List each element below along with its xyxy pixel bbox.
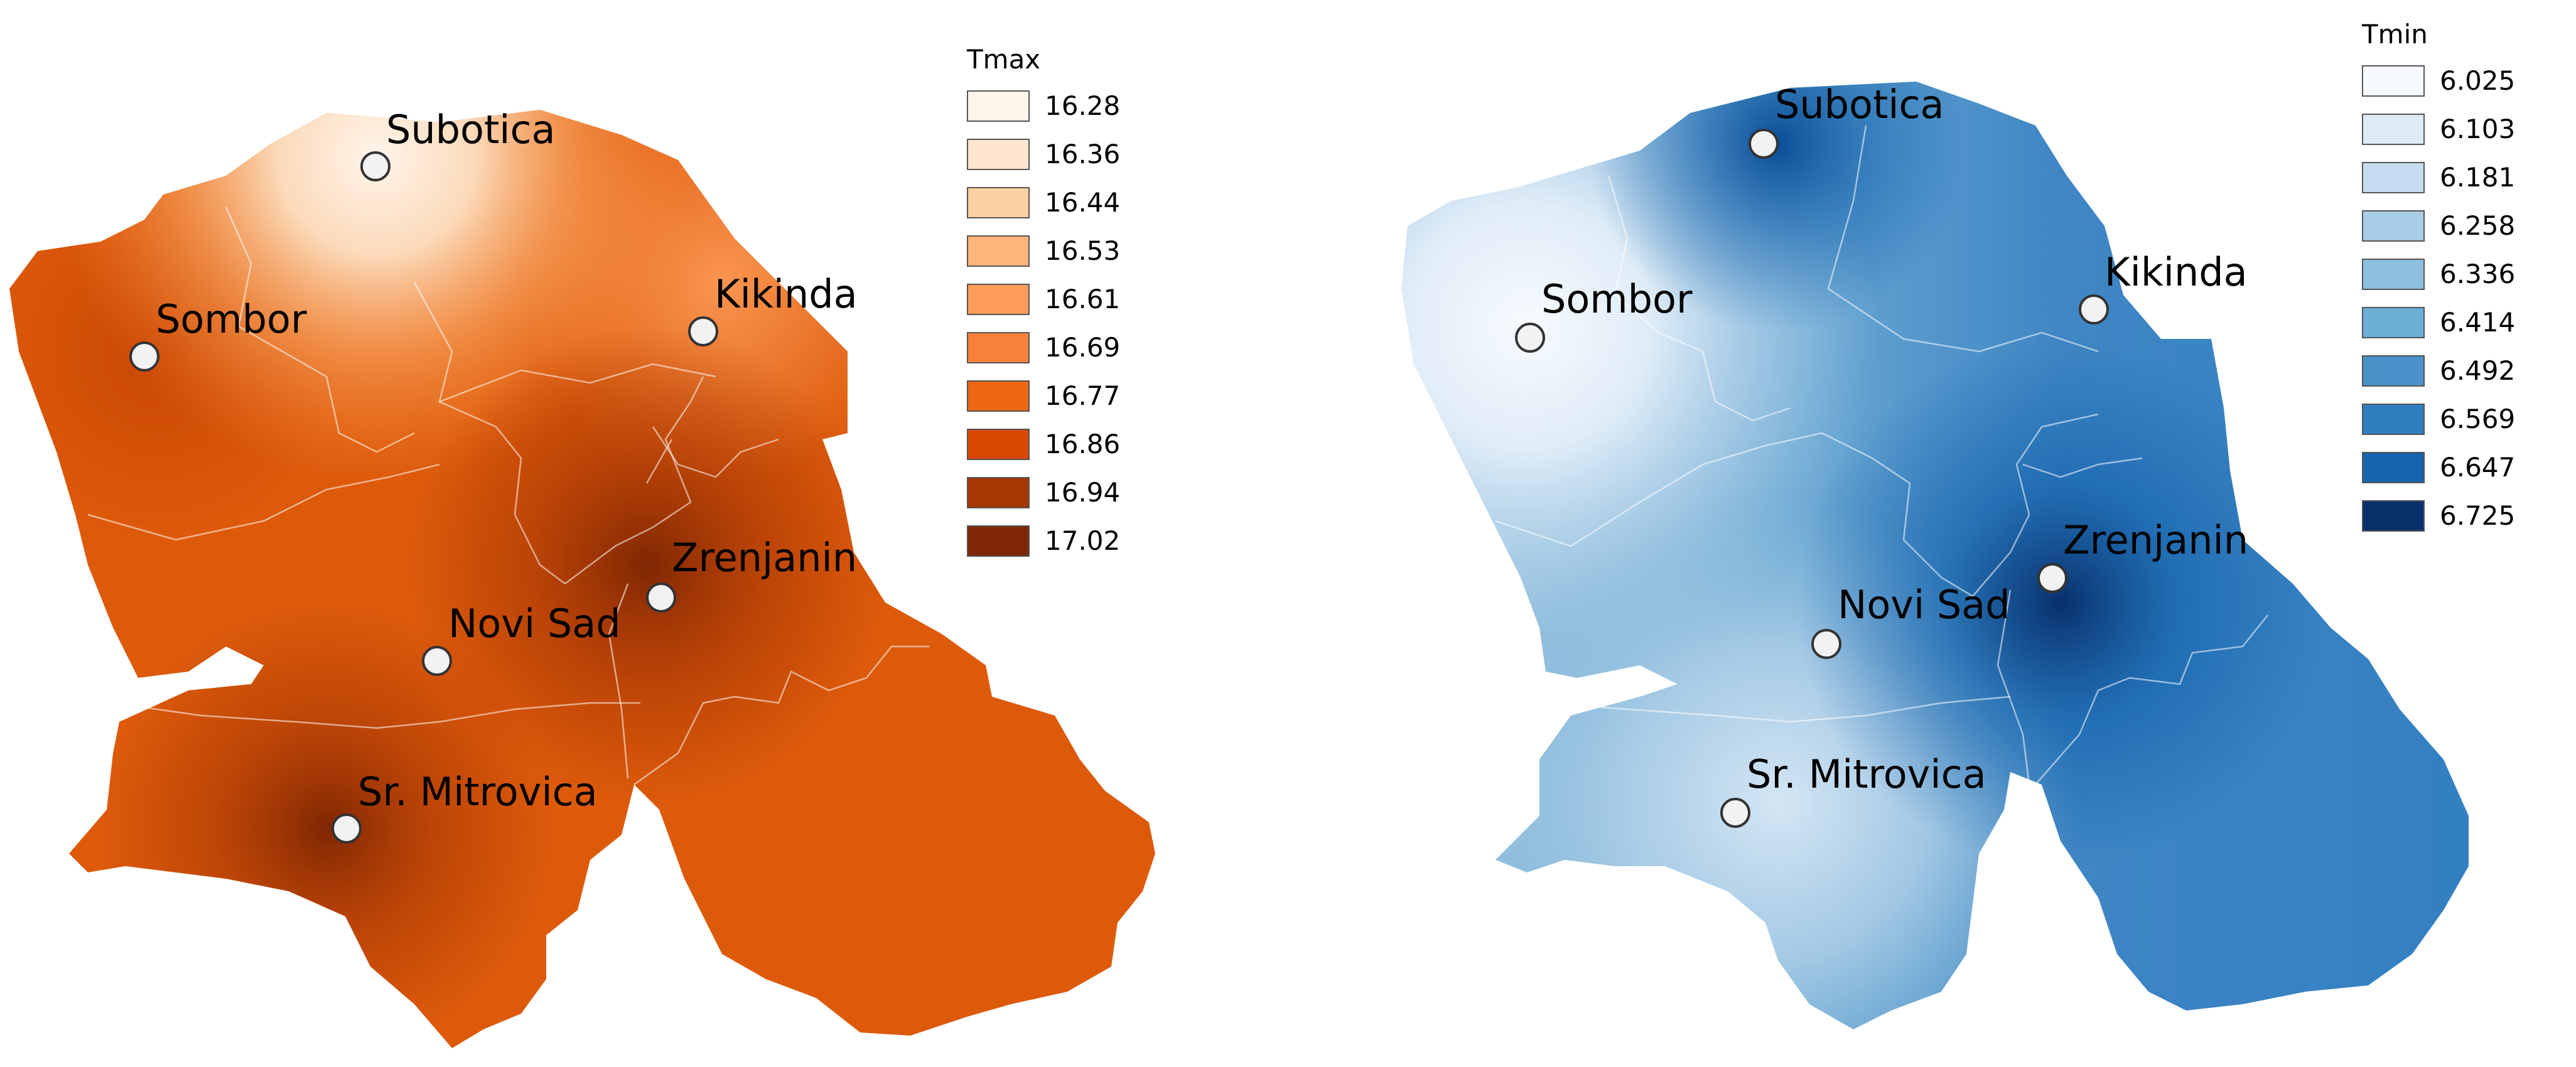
tmin-district-borders: [1495, 125, 2268, 785]
city-label-novi-sad: Novi Sad: [448, 601, 621, 646]
legend-label: 6.647: [2440, 452, 2516, 483]
legend-item: 16.69: [967, 323, 1120, 372]
legend-label: 6.725: [2440, 500, 2516, 531]
tmin-legend-items: 6.025 6.103 6.181 6.258 6.336 6.414 6.49…: [2362, 56, 2515, 540]
legend-label: 16.28: [1045, 90, 1121, 121]
tmin-map-panel: Subotica Sombor Kikinda Zrenjanin Novi S…: [1288, 0, 2576, 1067]
zrenjanin-marker: [646, 582, 676, 613]
legend-label: 16.44: [1045, 187, 1121, 218]
city-label-kikinda: Kikinda: [2104, 249, 2248, 295]
legend-swatch: [2362, 210, 2425, 242]
city-label-subotica: Subotica: [1775, 82, 1944, 127]
legend-label: 17.02: [1045, 525, 1121, 556]
legend-item: 6.025: [2362, 56, 2515, 105]
legend-label: 16.61: [1045, 284, 1121, 314]
legend-label: 16.86: [1045, 429, 1121, 459]
novi-sad-marker: [1811, 629, 1841, 659]
tmax-legend: Tmax 16.28 16.36 16.44 16.53 16.61 16.69…: [967, 44, 1120, 565]
legend-item: 17.02: [967, 517, 1120, 565]
zrenjanin-marker: [2037, 563, 2067, 593]
legend-swatch: [967, 476, 1030, 508]
legend-item: 16.53: [967, 227, 1120, 275]
city-label-zrenjanin: Zrenjanin: [2063, 517, 2248, 563]
legend-label: 16.36: [1045, 139, 1121, 169]
legend-item: 6.414: [2362, 298, 2515, 346]
tmax-legend-title: Tmax: [967, 44, 1041, 75]
tmin-legend-title: Tmin: [2362, 19, 2428, 50]
legend-item: 6.336: [2362, 250, 2515, 298]
legend-item: 6.258: [2362, 201, 2515, 250]
legend-swatch: [2362, 500, 2425, 532]
sr-mitrovica-marker: [1720, 798, 1750, 828]
subotica-marker: [360, 151, 391, 181]
legend-item: 16.61: [967, 275, 1120, 323]
sr-mitrovica-marker: [331, 813, 362, 844]
tmin-map: Subotica Sombor Kikinda Zrenjanin Novi S…: [1401, 82, 2469, 1029]
city-label-novi-sad: Novi Sad: [1838, 582, 2010, 628]
legend-item: 6.492: [2362, 346, 2515, 395]
kikinda-marker: [2079, 294, 2109, 324]
legend-item: 16.36: [967, 130, 1120, 178]
legend-label: 16.94: [1045, 477, 1121, 508]
legend-label: 6.258: [2440, 210, 2516, 241]
sombor-marker: [129, 341, 159, 372]
legend-item: 16.77: [967, 372, 1120, 420]
legend-swatch: [2362, 355, 2425, 387]
legend-item: 6.181: [2362, 153, 2515, 201]
tmax-map-panel: Subotica Sombor Kikinda Zrenjanin Novi S…: [9, 44, 1155, 1048]
legend-item: 6.647: [2362, 443, 2515, 491]
legend-swatch: [2362, 258, 2425, 290]
legend-label: 6.103: [2440, 114, 2516, 144]
city-label-sombor: Sombor: [1541, 276, 1693, 322]
legend-label: 6.492: [2440, 355, 2516, 386]
legend-swatch: [967, 428, 1030, 460]
legend-label: 6.569: [2440, 404, 2516, 434]
legend-item: 16.94: [967, 468, 1120, 517]
legend-swatch: [967, 525, 1030, 557]
legend-label: 16.69: [1045, 332, 1121, 363]
legend-swatch: [2362, 403, 2425, 435]
legend-swatch: [2362, 113, 2425, 145]
legend-swatch: [967, 186, 1030, 218]
legend-swatch: [967, 331, 1030, 363]
legend-item: 6.725: [2362, 491, 2515, 540]
tmin-legend: Tmin 6.025 6.103 6.181 6.258 6.336 6.414…: [2362, 19, 2515, 540]
legend-swatch: [967, 235, 1030, 267]
legend-swatch: [967, 283, 1030, 315]
legend-label: 6.414: [2440, 307, 2516, 338]
city-label-subotica: Subotica: [386, 107, 556, 153]
legend-label: 6.025: [2440, 65, 2516, 96]
legend-item: 6.569: [2362, 395, 2515, 443]
legend-swatch: [967, 138, 1030, 170]
kikinda-marker: [688, 316, 718, 346]
tmax-legend-items: 16.28 16.36 16.44 16.53 16.61 16.69 16.7…: [967, 82, 1120, 565]
subotica-marker: [1749, 129, 1779, 159]
legend-swatch: [967, 380, 1030, 412]
city-label-zrenjanin: Zrenjanin: [672, 535, 857, 581]
tmax-map: Subotica Sombor Kikinda Zrenjanin Novi S…: [9, 107, 1155, 1048]
legend-swatch: [2362, 306, 2425, 338]
legend-swatch: [2362, 161, 2425, 193]
legend-item: 16.28: [967, 82, 1120, 130]
legend-swatch: [2362, 451, 2425, 483]
legend-item: 6.103: [2362, 105, 2515, 153]
legend-label: 16.53: [1045, 235, 1121, 266]
city-label-sr-mitrovica: Sr. Mitrovica: [358, 769, 598, 815]
legend-label: 6.336: [2440, 259, 2516, 289]
sombor-marker: [1515, 323, 1545, 353]
legend-item: 16.44: [967, 178, 1120, 227]
city-label-sombor: Sombor: [156, 296, 307, 342]
legend-item: 16.86: [967, 420, 1120, 468]
legend-swatch: [2362, 65, 2425, 97]
city-label-sr-mitrovica: Sr. Mitrovica: [1747, 751, 1986, 797]
legend-swatch: [967, 90, 1030, 122]
tmax-district-borders: [87, 206, 929, 786]
novi-sad-marker: [422, 646, 452, 676]
legend-label: 6.181: [2440, 162, 2516, 193]
legend-label: 16.77: [1045, 380, 1121, 411]
city-label-kikinda: Kikinda: [714, 271, 858, 317]
